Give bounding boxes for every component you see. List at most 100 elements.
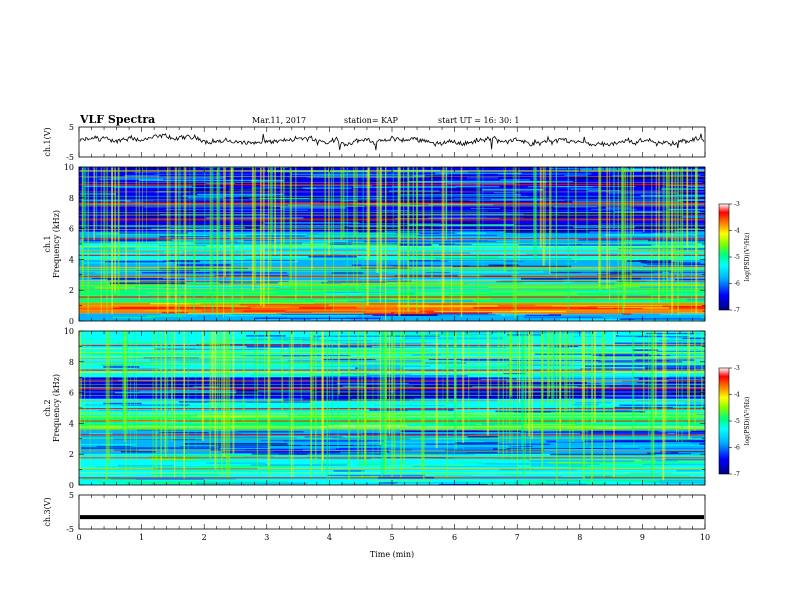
spectro-texture [561,359,593,361]
spectro-texture [441,426,553,429]
spectro-texture [516,169,605,171]
spectro-texture [417,256,497,259]
spectro-hot-line [79,237,705,239]
spectro-burst [221,331,223,478]
spectro-texture [447,260,504,262]
spectro-hot-line [79,276,705,278]
spectro-texture [307,283,357,284]
spectro-burst [81,331,82,412]
colorbar-ch1-ticks: -3 -4 -5 -6 -7 [729,201,740,314]
spectro-burst [525,331,527,430]
spectro-burst [378,167,381,275]
spectro-burst [559,331,562,422]
ch1-spectrogram-ylabel: ch.1 [43,235,52,252]
spectro-texture [400,194,522,196]
spectro-burst [241,167,243,301]
spectro-burst [329,331,330,481]
spectro-texture [414,444,541,446]
spectro-texture [535,298,615,301]
spectro-texture [310,375,371,377]
spectro-texture [611,431,705,434]
spectro-burst [281,331,284,413]
spectro-texture [307,217,418,220]
spectro-texture [264,248,367,251]
spectro-texture [550,167,658,170]
spectro-line [79,281,705,283]
spectro-hot-line [79,308,705,310]
spectro-texture [659,313,705,316]
spectro-texture [340,483,395,485]
spectro-line [79,269,705,271]
spectro-texture [358,216,388,218]
spectro-texture [495,194,624,197]
spectro-burst [691,167,692,314]
spectro-burst [217,331,218,478]
spectro-texture [147,315,187,317]
spectro-texture [176,300,305,302]
spectro-texture [287,360,424,362]
spectro-burst [490,331,492,396]
spectro-texture [84,185,193,187]
spectro-burst [295,167,297,300]
spectro-burst [397,167,399,293]
spectro-texture [691,235,705,236]
spectro-burst [288,331,291,465]
spectro-burst [468,331,470,426]
ch3-waveform-panel: 5 -5 ch.3(V) 0 1 2 3 4 5 6 7 8 9 10 [43,491,710,542]
spectro-texture [577,386,664,387]
spectro-burst [511,331,513,462]
spectro-burst [681,167,683,295]
spectro-texture [251,374,367,376]
spectro-burst [368,167,370,260]
spectro-texture [81,478,136,481]
spectro-texture [333,332,444,334]
spectro-burst [632,331,634,437]
spectro-texture [570,188,601,190]
spectro-line [79,271,705,273]
spectro-texture [137,216,256,218]
spectro-burst [613,167,615,230]
spectro-texture [516,378,639,380]
spectro-texture [563,384,631,386]
spectro-texture [692,216,705,218]
spectro-burst [622,167,625,314]
spectro-texture [516,260,639,262]
spectro-burst [509,331,512,396]
spectro-texture [666,349,705,352]
spectro-burst [681,331,683,443]
spectro-burst [262,167,265,307]
spectro-texture [266,200,343,203]
spectro-burst [187,331,189,459]
spectro-burst [331,167,333,251]
spectro-burst [357,331,360,461]
spectro-burst [193,167,196,283]
spectro-burst [118,167,120,296]
spectro-texture [427,217,525,219]
spectro-texture [676,469,701,472]
ch1-waveform-panel: 5 -5 ch.1(V) [43,123,706,162]
spectro-burst [529,331,531,472]
spectro-burst [138,167,140,301]
spectro-burst [454,331,456,435]
spectro-texture [549,396,684,398]
spectro-line [79,214,705,216]
spectro-texture [519,272,591,274]
spectro-texture [526,253,633,256]
spectro-burst [353,167,356,237]
spectro-burst [231,167,233,287]
spectro-line [79,298,705,300]
spectro-burst [666,167,668,301]
spectro-burst [282,167,285,246]
spectro-texture [549,414,602,417]
spectro-burst [533,167,536,260]
spectro-texture [356,196,466,198]
spectro-burst [462,331,465,444]
spectro-burst [362,167,364,319]
spectro-texture [368,452,467,454]
spectro-texture [375,287,446,289]
spectro-burst [506,331,508,457]
spectro-line [79,203,705,205]
ch3-ylabel: ch.3(V) [43,497,52,526]
spectro-texture [434,310,566,313]
spectro-burst [228,331,231,478]
